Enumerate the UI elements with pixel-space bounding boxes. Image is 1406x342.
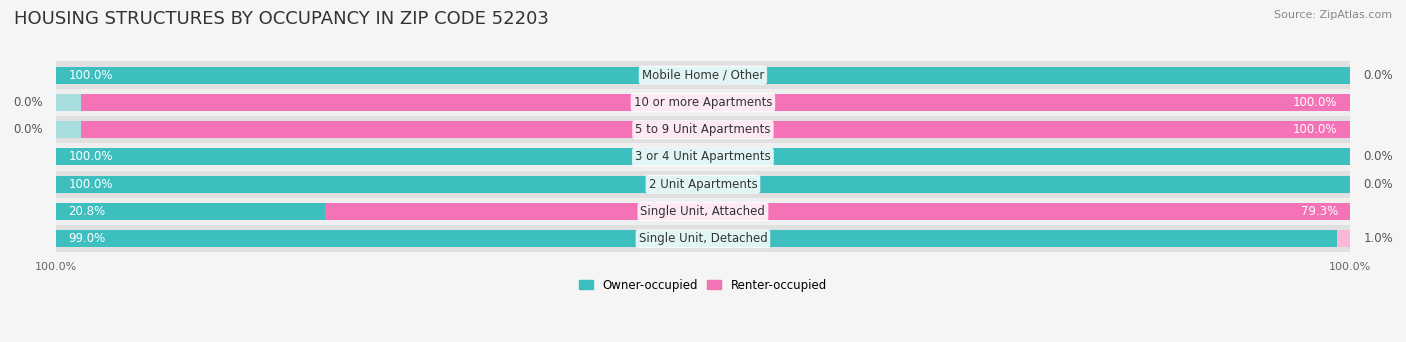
Bar: [55, 94, 1350, 111]
Bar: [55, 94, 82, 111]
Text: 0.0%: 0.0%: [1364, 69, 1393, 82]
Text: 79.3%: 79.3%: [1302, 205, 1339, 218]
Bar: [55, 171, 1350, 198]
Bar: [55, 116, 1350, 143]
Text: HOUSING STRUCTURES BY OCCUPANCY IN ZIP CODE 52203: HOUSING STRUCTURES BY OCCUPANCY IN ZIP C…: [14, 10, 548, 28]
Legend: Owner-occupied, Renter-occupied: Owner-occupied, Renter-occupied: [574, 274, 832, 297]
Text: Source: ZipAtlas.com: Source: ZipAtlas.com: [1274, 10, 1392, 20]
Text: 20.8%: 20.8%: [69, 205, 105, 218]
Bar: [55, 89, 1350, 116]
Text: 100.0%: 100.0%: [1294, 123, 1337, 136]
Text: 3 or 4 Unit Apartments: 3 or 4 Unit Apartments: [636, 150, 770, 163]
Bar: [55, 230, 1337, 247]
Text: 0.0%: 0.0%: [13, 123, 42, 136]
Text: 1.0%: 1.0%: [1364, 232, 1393, 245]
Text: 10 or more Apartments: 10 or more Apartments: [634, 96, 772, 109]
Bar: [55, 203, 325, 220]
Bar: [55, 62, 1350, 89]
Bar: [55, 143, 1350, 171]
Text: 0.0%: 0.0%: [13, 96, 42, 109]
Text: 0.0%: 0.0%: [1364, 150, 1393, 163]
Text: 100.0%: 100.0%: [69, 178, 112, 191]
Text: Mobile Home / Other: Mobile Home / Other: [641, 69, 763, 82]
Bar: [325, 203, 1351, 220]
Text: 0.0%: 0.0%: [1364, 178, 1393, 191]
Text: 100.0%: 100.0%: [69, 69, 112, 82]
Bar: [55, 67, 1350, 83]
Bar: [1337, 230, 1350, 247]
Text: 5 to 9 Unit Apartments: 5 to 9 Unit Apartments: [636, 123, 770, 136]
Bar: [55, 121, 82, 138]
Text: Single Unit, Attached: Single Unit, Attached: [641, 205, 765, 218]
Bar: [55, 225, 1350, 252]
Bar: [55, 176, 1350, 193]
Text: 100.0%: 100.0%: [69, 150, 112, 163]
Text: Single Unit, Detached: Single Unit, Detached: [638, 232, 768, 245]
Bar: [55, 121, 1350, 138]
Text: 2 Unit Apartments: 2 Unit Apartments: [648, 178, 758, 191]
Bar: [55, 198, 1350, 225]
Text: 100.0%: 100.0%: [1294, 96, 1337, 109]
Text: 99.0%: 99.0%: [69, 232, 105, 245]
Bar: [55, 148, 1350, 166]
